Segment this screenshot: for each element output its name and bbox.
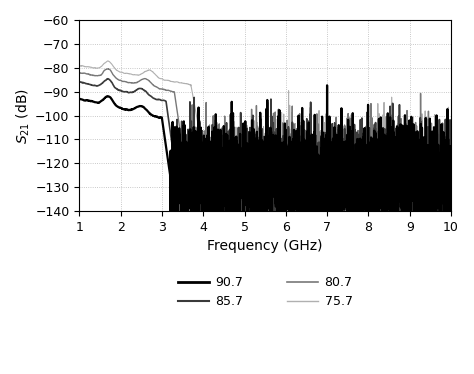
80.7 <box>354 156 360 161</box>
80.7 <box>76 71 82 76</box>
80.7 <box>319 209 324 214</box>
75.7 <box>354 162 360 166</box>
Line: 90.7: 90.7 <box>79 85 451 211</box>
Legend: 90.7, 85.7, 80.7, 75.7: 90.7, 85.7, 80.7, 75.7 <box>173 271 357 313</box>
Y-axis label: $S_{21}$ (dB): $S_{21}$ (dB) <box>15 88 32 144</box>
90.7 <box>448 186 454 190</box>
85.7 <box>173 209 179 214</box>
85.7 <box>105 77 111 81</box>
Line: 80.7: 80.7 <box>79 69 451 211</box>
X-axis label: Frequency (GHz): Frequency (GHz) <box>208 239 323 254</box>
90.7 <box>354 192 360 197</box>
90.7 <box>318 151 324 156</box>
85.7 <box>382 167 388 171</box>
Line: 75.7: 75.7 <box>79 61 451 211</box>
75.7 <box>300 180 305 184</box>
90.7 <box>76 96 82 101</box>
85.7 <box>76 79 82 84</box>
80.7 <box>185 209 191 214</box>
80.7 <box>219 189 224 194</box>
85.7 <box>319 180 324 184</box>
90.7 <box>219 207 224 211</box>
Line: 85.7: 85.7 <box>79 79 451 211</box>
75.7 <box>219 147 224 152</box>
75.7 <box>144 68 150 73</box>
90.7 <box>168 209 173 214</box>
90.7 <box>324 83 330 88</box>
75.7 <box>206 209 211 214</box>
90.7 <box>300 177 305 182</box>
75.7 <box>448 163 454 167</box>
80.7 <box>300 199 305 203</box>
75.7 <box>319 137 324 141</box>
80.7 <box>448 148 454 153</box>
80.7 <box>382 177 388 182</box>
85.7 <box>300 166 305 171</box>
75.7 <box>382 159 388 163</box>
85.7 <box>219 158 224 162</box>
80.7 <box>144 77 150 82</box>
75.7 <box>76 64 82 69</box>
85.7 <box>354 209 360 214</box>
80.7 <box>105 67 111 71</box>
85.7 <box>144 91 150 95</box>
85.7 <box>448 175 454 179</box>
90.7 <box>144 108 150 112</box>
90.7 <box>382 195 388 200</box>
75.7 <box>105 59 111 63</box>
